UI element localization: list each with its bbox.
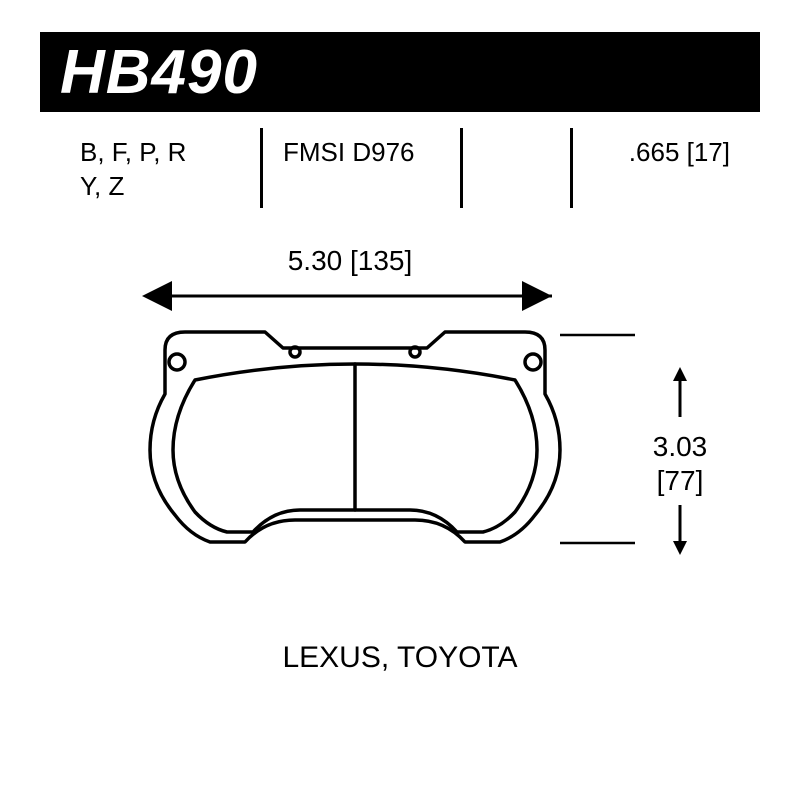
height-arrow-up-icon xyxy=(665,365,695,425)
brand-label: LEXUS, TOYOTA xyxy=(40,641,760,675)
brake-pad-drawing xyxy=(135,320,575,580)
fmsi-code: FMSI D976 xyxy=(283,136,440,170)
width-arrow-icon xyxy=(140,281,560,311)
header-bar: HB490 xyxy=(40,32,760,112)
height-arrow-down-icon xyxy=(665,497,695,557)
compound-codes-cell: B, F, P, R Y, Z xyxy=(40,128,260,208)
spacer-cell xyxy=(460,128,570,208)
width-label: 5.30 [135] xyxy=(140,245,560,277)
thickness-cell: .665 [17] xyxy=(570,128,760,208)
info-row: B, F, P, R Y, Z FMSI D976 .665 [17] xyxy=(40,128,760,208)
compounds-line2: Y, Z xyxy=(80,170,240,204)
diagram-area: 5.30 [135] xyxy=(40,225,760,705)
compounds-line1: B, F, P, R xyxy=(80,136,240,170)
thickness-value: .665 [17] xyxy=(593,136,730,170)
part-number: HB490 xyxy=(60,37,258,108)
width-dimension: 5.30 [135] xyxy=(140,245,560,316)
height-extension-lines xyxy=(560,320,640,560)
fmsi-cell: FMSI D976 xyxy=(260,128,460,208)
